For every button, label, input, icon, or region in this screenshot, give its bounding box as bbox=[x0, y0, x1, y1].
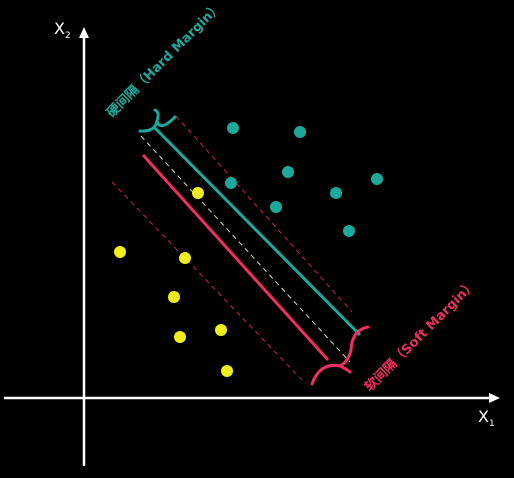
class-b-point bbox=[114, 246, 126, 258]
class-a-point bbox=[343, 225, 355, 237]
class-b-point bbox=[221, 365, 233, 377]
class-b-points bbox=[114, 187, 233, 377]
class-b-point bbox=[215, 324, 227, 336]
hard-margin-dashed-upper bbox=[175, 115, 353, 313]
class-b-point bbox=[168, 291, 180, 303]
hard-margin-dashed-lower bbox=[140, 135, 351, 363]
class-a-point bbox=[225, 177, 237, 189]
class-a-point bbox=[371, 173, 383, 185]
hard-margin-brace bbox=[138, 108, 177, 133]
class-a-point bbox=[330, 187, 342, 199]
x-axis-label: X1 bbox=[478, 407, 495, 429]
soft-margin-dashed-lower bbox=[111, 181, 303, 381]
class-a-point bbox=[227, 122, 239, 134]
y-axis-arrow-icon bbox=[79, 27, 89, 38]
soft-margin-boundary bbox=[141, 153, 330, 362]
axes bbox=[4, 27, 500, 466]
class-a-point bbox=[270, 201, 282, 213]
class-a-points bbox=[225, 122, 383, 237]
hard-margin-boundary bbox=[153, 126, 362, 337]
class-b-point bbox=[174, 331, 186, 343]
class-b-point bbox=[179, 252, 191, 264]
x-axis-arrow-icon bbox=[489, 393, 500, 403]
class-b-point bbox=[192, 187, 204, 199]
class-a-point bbox=[282, 166, 294, 178]
soft-margin-brace bbox=[310, 325, 370, 386]
class-a-point bbox=[294, 126, 306, 138]
y-axis-label: X2 bbox=[54, 19, 71, 41]
margin-lines bbox=[111, 115, 353, 381]
